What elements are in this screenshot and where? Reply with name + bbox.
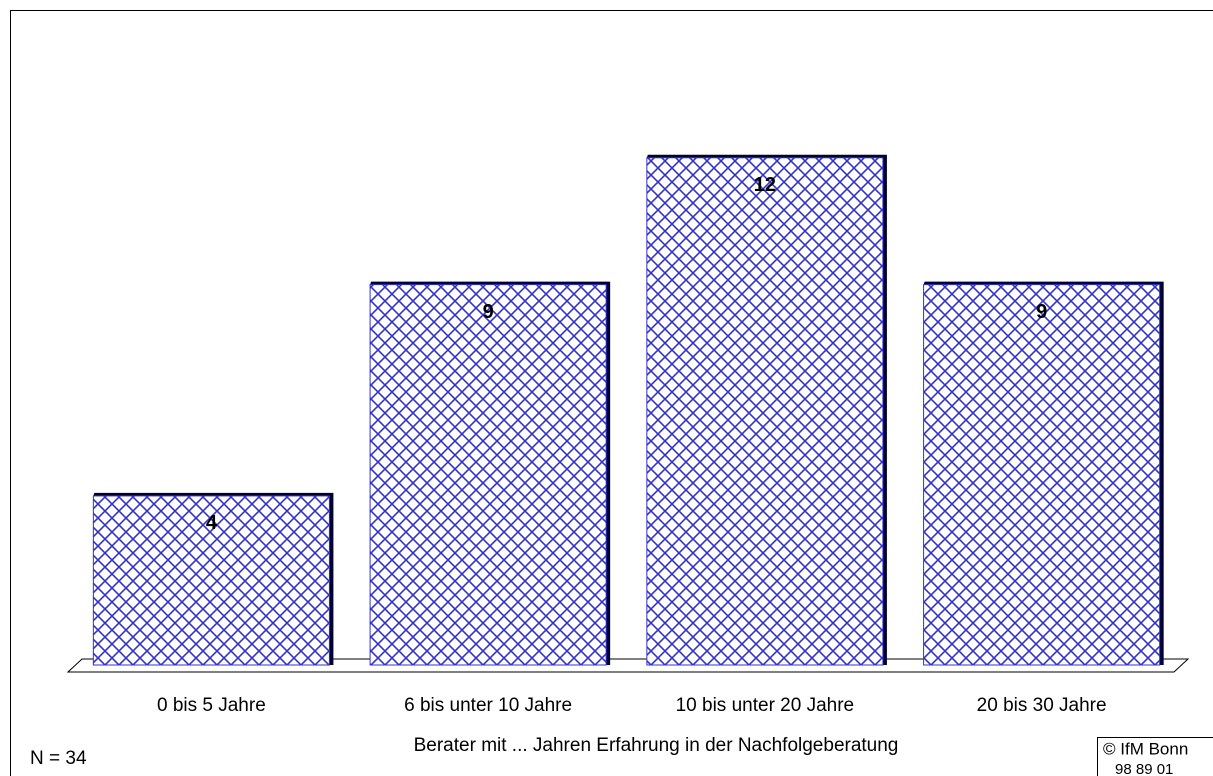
floor bbox=[66, 658, 1190, 673]
bar bbox=[923, 284, 1161, 666]
source: 98 89 01 bbox=[1115, 761, 1173, 776]
value-label: 9 bbox=[483, 301, 494, 323]
source-box bbox=[1097, 737, 1213, 776]
source: © IfM Bonn bbox=[1103, 739, 1188, 758]
bar bbox=[646, 157, 884, 666]
x-tick-label: 0 bis 5 Jahre bbox=[157, 695, 266, 716]
frame bbox=[10, 10, 1213, 776]
value-label: 9 bbox=[1036, 301, 1047, 323]
x-axis-title: Berater mit ... Jahren Erfahrung in der … bbox=[414, 735, 899, 756]
note: N = 34 bbox=[30, 748, 87, 769]
x-tick-label: 20 bis 30 Jahre bbox=[977, 695, 1107, 716]
bar bbox=[92, 495, 330, 666]
x-tick-label: 6 bis unter 10 Jahre bbox=[404, 695, 572, 716]
value-label: 12 bbox=[754, 174, 776, 196]
x-tick-label: 10 bis unter 20 Jahre bbox=[676, 695, 855, 716]
value-label: 4 bbox=[206, 512, 218, 534]
bar bbox=[369, 284, 607, 666]
